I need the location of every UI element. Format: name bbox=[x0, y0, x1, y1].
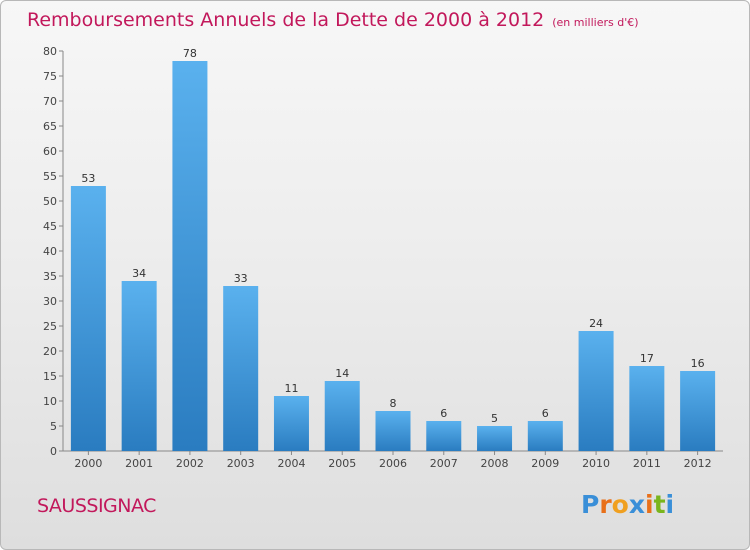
y-tick-label: 5 bbox=[50, 420, 57, 433]
y-tick-label: 40 bbox=[43, 245, 57, 258]
y-tick-label: 65 bbox=[43, 120, 57, 133]
value-label-2002: 78 bbox=[183, 47, 197, 60]
x-tick-label: 2006 bbox=[379, 457, 407, 470]
x-tick-label: 2011 bbox=[633, 457, 661, 470]
x-tick-label: 2005 bbox=[328, 457, 356, 470]
chart-title: Remboursements Annuels de la Dette de 20… bbox=[27, 9, 639, 31]
bar-2000 bbox=[70, 186, 106, 451]
value-label-2009: 6 bbox=[542, 407, 549, 420]
brand-logo: Proxiti bbox=[581, 490, 674, 519]
bar-2005 bbox=[324, 381, 360, 451]
bar-2011 bbox=[629, 366, 665, 451]
y-tick-label: 15 bbox=[43, 370, 57, 383]
brand-letter: t bbox=[653, 490, 666, 519]
value-label-2004: 11 bbox=[284, 382, 298, 395]
x-tick-label: 2001 bbox=[125, 457, 153, 470]
chart-title-text: Remboursements Annuels de la Dette de 20… bbox=[27, 9, 545, 31]
x-tick-label: 2008 bbox=[481, 457, 509, 470]
y-tick-label: 50 bbox=[43, 195, 57, 208]
y-tick-label: 70 bbox=[43, 95, 57, 108]
x-tick-label: 2010 bbox=[582, 457, 610, 470]
x-tick-label: 2000 bbox=[74, 457, 102, 470]
x-tick-label: 2007 bbox=[430, 457, 458, 470]
brand-letter: P bbox=[581, 490, 600, 519]
y-tick-label: 20 bbox=[43, 345, 57, 358]
bar-2003 bbox=[223, 286, 259, 451]
brand-letter: i bbox=[645, 490, 654, 519]
chart-unit: (en milliers d'€) bbox=[552, 16, 639, 29]
y-ticks: 0 5 10 15 20 25 30 35 40 45 50 55 60 65 70 75 80 bbox=[43, 45, 63, 458]
x-ticks: 2000 2001 2002 2003 2004 2005 2006 2007 2008 2009… bbox=[74, 451, 712, 470]
value-label-2011: 17 bbox=[640, 352, 654, 365]
value-label-2000: 53 bbox=[81, 172, 95, 185]
value-label-2010: 24 bbox=[589, 317, 603, 330]
x-tick-label: 2012 bbox=[684, 457, 712, 470]
brand-letter: x bbox=[628, 490, 645, 519]
y-tick-label: 0 bbox=[50, 445, 57, 458]
x-tick-label: 2002 bbox=[176, 457, 204, 470]
bars: 53 34 78 33 11 14 8 6 5 6 24 17 16 bbox=[70, 47, 716, 451]
value-label-2008: 5 bbox=[491, 412, 498, 425]
bar-2009 bbox=[527, 421, 563, 451]
bar-2002 bbox=[172, 61, 208, 451]
bar-2012 bbox=[680, 371, 716, 451]
bar-2008 bbox=[477, 426, 513, 451]
y-tick-label: 35 bbox=[43, 270, 57, 283]
brand-letter: o bbox=[611, 490, 629, 519]
value-label-2005: 14 bbox=[335, 367, 349, 380]
commune-name: SAUSSIGNAC bbox=[37, 495, 156, 517]
x-tick-label: 2009 bbox=[531, 457, 559, 470]
value-label-2001: 34 bbox=[132, 267, 146, 280]
bar-2006 bbox=[375, 411, 411, 451]
y-tick-label: 10 bbox=[43, 395, 57, 408]
y-tick-label: 25 bbox=[43, 320, 57, 333]
x-tick-label: 2004 bbox=[277, 457, 305, 470]
y-tick-label: 55 bbox=[43, 170, 57, 183]
y-tick-label: 60 bbox=[43, 145, 57, 158]
value-label-2007: 6 bbox=[440, 407, 447, 420]
bar-2010 bbox=[578, 331, 614, 451]
value-label-2003: 33 bbox=[234, 272, 248, 285]
x-tick-label: 2003 bbox=[227, 457, 255, 470]
y-tick-label: 75 bbox=[43, 70, 57, 83]
value-label-2006: 8 bbox=[390, 397, 397, 410]
value-label-2012: 16 bbox=[691, 357, 705, 370]
y-tick-label: 45 bbox=[43, 220, 57, 233]
y-tick-label: 30 bbox=[43, 295, 57, 308]
y-tick-label: 80 bbox=[43, 45, 57, 58]
bar-2001 bbox=[121, 281, 157, 451]
bar-2004 bbox=[273, 396, 309, 451]
brand-letter: r bbox=[599, 490, 612, 519]
bar-2007 bbox=[426, 421, 462, 451]
brand-letter: i bbox=[665, 490, 675, 519]
